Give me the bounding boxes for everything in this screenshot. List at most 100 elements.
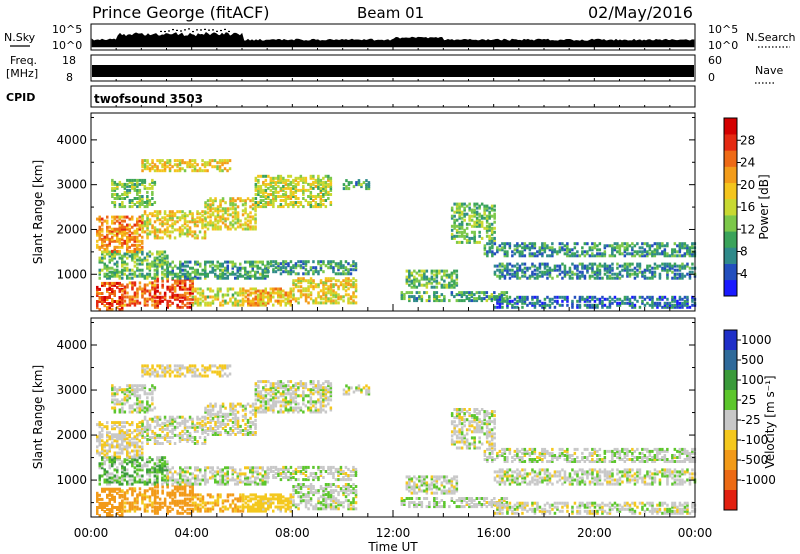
power-echo-cell	[511, 268, 514, 272]
power-echo-cell	[272, 197, 275, 200]
power-echo-cell	[483, 293, 486, 297]
power-echo-cell	[543, 250, 547, 254]
power-echo-cell	[302, 289, 305, 293]
velocity-echo-cell	[156, 505, 159, 509]
power-echo-cell	[201, 299, 205, 303]
power-echo-cell	[319, 188, 323, 192]
power-echo-cell	[246, 227, 250, 231]
power-echo-cell	[111, 304, 114, 308]
power-echo-cell	[131, 295, 134, 299]
power-echo-cell	[324, 295, 328, 299]
power-echo-cell	[631, 252, 634, 256]
power-echo-cell	[249, 260, 252, 264]
velocity-echo-cell	[181, 491, 184, 495]
power-echo-cell	[163, 228, 167, 232]
power-echo-cell	[511, 254, 514, 258]
power-echo-cell	[262, 293, 265, 297]
velocity-echo-cell	[354, 489, 358, 493]
power-echo-cell	[241, 297, 245, 301]
power-echo-cell	[239, 289, 242, 293]
velocity-echo-cell	[158, 468, 162, 472]
power-echo-cell	[256, 260, 259, 264]
power-echo-cell	[128, 299, 132, 303]
power-echo-cell	[141, 274, 144, 278]
power-echo-cell	[123, 215, 126, 219]
power-echo-cell	[131, 254, 134, 258]
velocity-echo-cell	[332, 499, 335, 503]
velocity-echo-cell	[354, 485, 358, 488]
power-echo-cell	[453, 281, 456, 285]
power-echo-cell	[161, 262, 164, 266]
velocity-echo-cell	[354, 501, 358, 505]
velocity-echo-cell	[176, 482, 179, 486]
velocity-echo-cell	[188, 507, 192, 511]
power-echo-cell	[211, 199, 215, 203]
power-echo-cell	[317, 184, 320, 188]
power-echo-cell	[158, 159, 162, 163]
power-echo-cell	[317, 205, 320, 209]
power-echo-cell	[516, 266, 519, 270]
power-echo-cell	[126, 188, 129, 192]
power-echo-cell	[244, 295, 247, 299]
power-echo-cell	[267, 270, 270, 274]
power-echo-cell	[131, 186, 134, 190]
power-echo-cell	[131, 199, 134, 202]
power-echo-cell	[636, 272, 639, 276]
power-echo-cell	[279, 293, 282, 297]
power-echo-cell	[450, 271, 454, 275]
power-echo-cell	[455, 275, 459, 279]
power-echo-cell	[267, 299, 270, 303]
power-echo-cell	[513, 264, 517, 268]
power-echo-cell	[277, 289, 280, 293]
power-echo-cell	[156, 252, 159, 256]
power-echo-cell	[277, 205, 280, 209]
velocity-echo-cell	[106, 478, 109, 482]
power-echo-cell	[453, 202, 456, 206]
velocity-echo-cell	[279, 495, 282, 499]
velocity-echo-cell	[121, 464, 124, 468]
velocity-echo-cell	[118, 458, 121, 462]
power-echo-cell	[274, 262, 278, 266]
power-echo-cell	[176, 272, 179, 276]
power-echo-cell	[533, 305, 537, 309]
power-echo-cell	[641, 274, 644, 278]
power-echo-cell	[181, 287, 184, 291]
velocity-echo-cell	[136, 507, 139, 511]
power-echo-cell	[566, 244, 569, 248]
power-echo-cell	[317, 285, 320, 289]
power-echo-cell	[681, 244, 684, 248]
power-echo-cell	[113, 262, 116, 266]
power-echo-cell	[244, 201, 247, 205]
power-echo-cell	[418, 273, 421, 277]
power-echo-cell	[287, 195, 290, 198]
power-echo-cell	[403, 297, 406, 301]
power-echo-cell	[299, 174, 303, 178]
velocity-echo-cell	[98, 514, 101, 518]
power-echo-cell	[460, 234, 464, 238]
power-echo-cell	[415, 277, 419, 281]
power-echo-cell	[118, 231, 121, 235]
power-echo-cell	[188, 301, 192, 305]
power-echo-cell	[528, 301, 532, 305]
power-echo-cell	[327, 178, 330, 182]
power-echo-cell	[297, 197, 300, 200]
velocity-echo-cell	[161, 470, 164, 474]
power-echo-cell	[211, 260, 214, 264]
velocity-echo-cell	[158, 505, 162, 509]
velocity-echo-cell	[156, 468, 159, 472]
power-echo-cell	[473, 238, 476, 242]
power-echo-cell	[108, 294, 111, 297]
power-echo-cell	[493, 214, 496, 218]
noise-search-dot	[208, 29, 210, 31]
power-echo-cell	[423, 283, 426, 287]
power-echo-cell	[299, 295, 303, 299]
velocity-echo-cell	[116, 491, 119, 495]
power-echo-cell	[342, 266, 345, 270]
power-echo-cell	[194, 262, 197, 266]
power-echo-cell	[327, 174, 330, 178]
power-echo-cell	[106, 308, 109, 312]
velocity-echo-cell	[349, 489, 353, 493]
velocity-echo-cell	[101, 487, 104, 491]
power-echo-cell	[186, 161, 189, 165]
velocity-echo-cell	[161, 485, 164, 489]
